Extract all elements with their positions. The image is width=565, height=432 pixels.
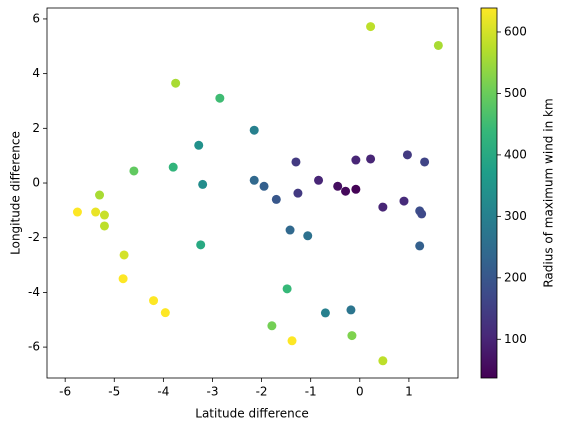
point [417,209,427,219]
colorbar-tick-label: 600 [504,24,527,38]
y-tick-label: 2 [32,121,40,135]
x-tick-label: -6 [59,385,71,399]
y-tick-label: -4 [28,285,40,299]
point [399,196,409,206]
point [196,240,206,250]
point [366,22,376,32]
point [215,93,225,103]
point [320,308,330,318]
point [118,274,128,284]
point [271,194,281,204]
x-tick-label: -4 [157,385,169,399]
point [91,207,101,217]
x-tick-label: -3 [206,385,218,399]
point [249,175,259,185]
point [149,296,159,306]
point [72,207,82,217]
point [171,78,181,88]
point [420,157,430,167]
point [287,336,297,346]
point [282,284,292,294]
y-tick-label: -2 [28,230,40,244]
y-tick-label: -6 [28,340,40,354]
point [314,175,324,185]
y-tick-label: 0 [32,176,40,190]
point [366,154,376,164]
x-tick-label: -2 [256,385,268,399]
colorbar [480,7,498,379]
point [378,202,388,212]
point [285,225,295,235]
colorbar-tick-label: 500 [504,86,527,100]
colorbar-tick-label: 400 [504,147,527,161]
point [303,231,313,241]
x-tick-label: -5 [108,385,120,399]
point [351,155,361,165]
point [341,186,351,196]
y-tick-label: 6 [32,11,40,25]
point [346,305,356,315]
y-tick-label: 4 [32,66,40,80]
colorbar-tick-label: 300 [504,209,527,223]
point [198,179,208,189]
point [168,162,178,172]
point [160,308,170,318]
point [249,125,259,135]
point [291,157,301,167]
point [194,140,204,150]
x-tick-label: 0 [356,385,364,399]
point [351,184,361,194]
point [99,210,109,220]
point [402,150,412,160]
point [99,221,109,231]
point [119,250,129,260]
point [378,356,388,366]
x-tick-label: 1 [405,385,413,399]
y-axis-label: Longitude difference [9,131,23,255]
point [259,181,269,191]
point [267,321,277,331]
point [293,188,303,198]
point [129,166,139,176]
x-tick-label: -1 [305,385,317,399]
point [433,40,443,50]
point [347,331,357,341]
colorbar-tick-label: 100 [504,332,527,346]
point [333,181,343,191]
plot-frame [46,7,459,379]
point [95,190,105,200]
colorbar-tick-label: 200 [504,270,527,284]
colorbar-label: Radius of maximum wind in km [542,98,556,287]
point [415,241,425,251]
x-axis-label: Latitude difference [195,407,308,421]
